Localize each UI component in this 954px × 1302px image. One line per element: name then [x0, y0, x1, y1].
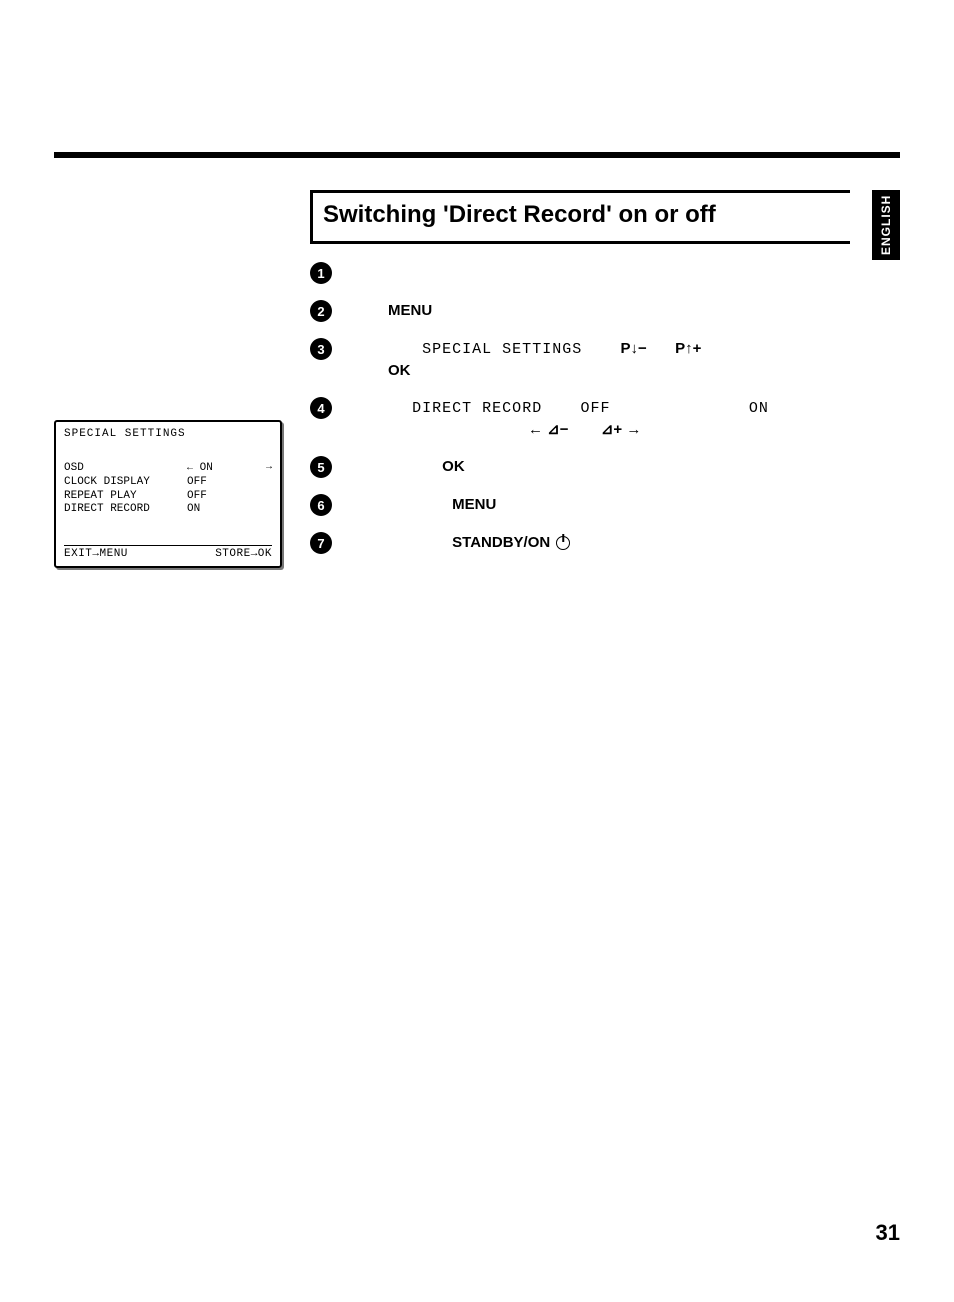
- step-5-ok: OK: [442, 458, 465, 475]
- step-6-menu: MENU: [452, 496, 496, 513]
- settings-row: DIRECT RECORD ON: [64, 503, 272, 517]
- settings-row-value: ON: [200, 462, 213, 474]
- step-4-on: ON: [749, 400, 769, 417]
- step-3-p-up: P↑+: [675, 340, 701, 357]
- step-number-icon: 6: [310, 494, 332, 516]
- settings-row-label: OSD: [64, 462, 174, 476]
- step-number-icon: 2: [310, 300, 332, 322]
- settings-row: OSD ← ON →: [64, 462, 272, 476]
- step-1: 1: [310, 262, 850, 284]
- step-4-right-arrow: ⊿+ →: [601, 421, 642, 438]
- step-4: 4 DIRECT RECORD OFF ON ← ⊿− ⊿+ →: [310, 397, 850, 440]
- step-7: 7 STANDBY/ON: [310, 532, 850, 554]
- step-3-special-settings: SPECIAL SETTINGS: [422, 341, 582, 358]
- step-3-ok: OK: [388, 362, 411, 379]
- section-title: Switching 'Direct Record' on or off: [323, 201, 840, 229]
- settings-row-label: REPEAT PLAY: [64, 490, 174, 504]
- settings-row-value: ON: [187, 503, 200, 515]
- settings-row: REPEAT PLAY OFF: [64, 490, 272, 504]
- settings-row-label: DIRECT RECORD: [64, 503, 174, 517]
- settings-row-value: OFF: [187, 476, 207, 488]
- power-icon: [556, 536, 570, 550]
- step-number-icon: 5: [310, 456, 332, 478]
- step-2-menu: MENU: [388, 302, 432, 319]
- step-2: 2 MENU: [310, 300, 850, 322]
- step-number-icon: 3: [310, 338, 332, 360]
- step-4-left-arrow: ← ⊿−: [528, 421, 569, 438]
- step-3: 3 SPECIAL SETTINGS P↓− P↑+ OK: [310, 338, 850, 381]
- step-5: 5 OK: [310, 456, 850, 478]
- settings-row-value: OFF: [187, 490, 207, 502]
- steps-list: 1 2 MENU 3 SPECIAL SETTINGS P↓− P↑+ OK 4: [310, 262, 850, 570]
- settings-footer-exit: EXIT→MENU: [64, 548, 128, 560]
- top-rule: [54, 152, 900, 158]
- settings-footer-store: STORE→OK: [215, 548, 272, 560]
- special-settings-box: SPECIAL SETTINGS OSD ← ON → CLOCK DISPLA…: [54, 420, 282, 568]
- settings-row-label: CLOCK DISPLAY: [64, 476, 174, 490]
- step-7-standby-on: STANDBY/ON: [452, 534, 550, 551]
- step-3-p-down: P↓−: [621, 340, 647, 357]
- left-arrow-icon: ←: [187, 463, 193, 474]
- settings-box-footer: EXIT→MENU STORE→OK: [64, 545, 272, 560]
- section-title-box: Switching 'Direct Record' on or off: [310, 190, 850, 244]
- language-tab: ENGLISH: [872, 190, 900, 260]
- step-number-icon: 1: [310, 262, 332, 284]
- step-number-icon: 4: [310, 397, 332, 419]
- right-arrow-icon: →: [260, 462, 272, 476]
- step-6: 6 MENU: [310, 494, 850, 516]
- step-4-off: OFF: [581, 400, 611, 417]
- settings-box-title: SPECIAL SETTINGS: [64, 428, 272, 440]
- step-4-direct-record: DIRECT RECORD: [412, 400, 542, 417]
- page-number: 31: [876, 1220, 900, 1246]
- step-number-icon: 7: [310, 532, 332, 554]
- settings-row: CLOCK DISPLAY OFF: [64, 476, 272, 490]
